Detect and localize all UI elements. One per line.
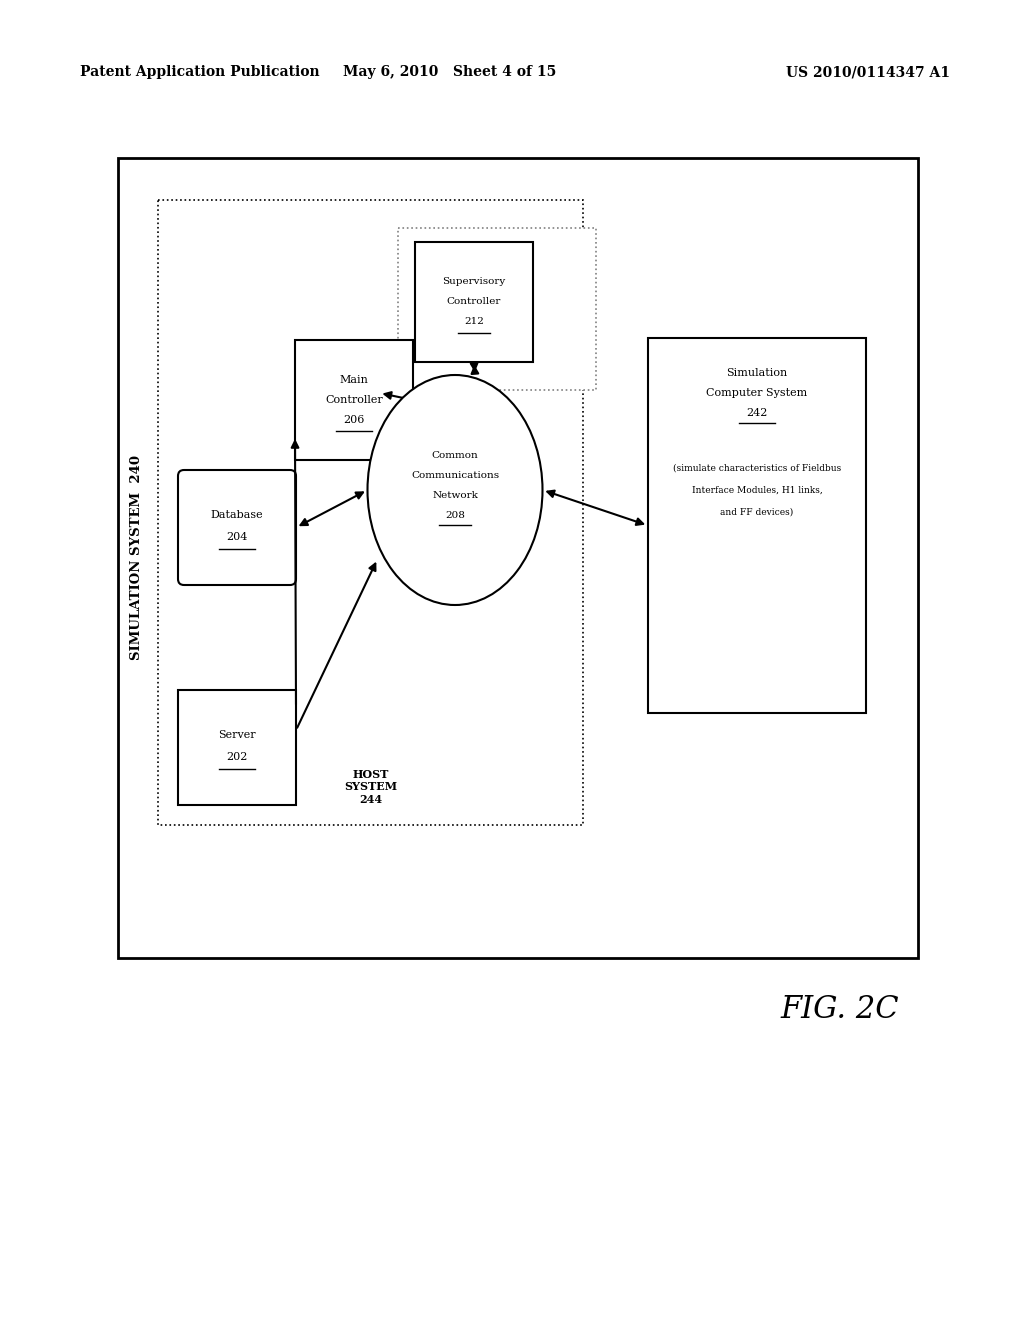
Text: Communications: Communications: [411, 470, 499, 479]
Text: Computer System: Computer System: [707, 388, 808, 399]
Text: Network: Network: [432, 491, 478, 499]
Text: 212: 212: [464, 318, 484, 326]
Text: Database: Database: [211, 511, 263, 520]
Text: 202: 202: [226, 752, 248, 763]
Ellipse shape: [368, 375, 543, 605]
Text: 206: 206: [343, 414, 365, 425]
Text: Main: Main: [340, 375, 369, 385]
Text: Controller: Controller: [326, 395, 383, 405]
Text: 242: 242: [746, 408, 768, 418]
Text: FIG. 2C: FIG. 2C: [780, 994, 899, 1026]
Bar: [648, 338, 866, 713]
Bar: [398, 228, 596, 389]
Text: US 2010/0114347 A1: US 2010/0114347 A1: [786, 65, 950, 79]
Text: and FF devices): and FF devices): [720, 507, 794, 516]
FancyBboxPatch shape: [178, 470, 296, 585]
Bar: [178, 690, 296, 805]
Text: Supervisory: Supervisory: [442, 277, 506, 286]
Text: Simulation: Simulation: [726, 368, 787, 378]
Text: Interface Modules, H1 links,: Interface Modules, H1 links,: [691, 486, 822, 495]
Bar: [118, 158, 918, 958]
Bar: [415, 242, 534, 362]
Bar: [158, 201, 583, 825]
Text: Controller: Controller: [446, 297, 501, 306]
Text: HOST
SYSTEM
244: HOST SYSTEM 244: [344, 768, 397, 805]
Text: Patent Application Publication: Patent Application Publication: [80, 65, 319, 79]
Text: (simulate characteristics of Fieldbus: (simulate characteristics of Fieldbus: [673, 463, 841, 473]
Text: 204: 204: [226, 532, 248, 543]
Bar: [295, 341, 413, 459]
Text: SIMULATION SYSTEM  240: SIMULATION SYSTEM 240: [129, 455, 142, 660]
Text: 208: 208: [445, 511, 465, 520]
Text: Server: Server: [218, 730, 256, 741]
Text: Common: Common: [432, 450, 478, 459]
Text: May 6, 2010   Sheet 4 of 15: May 6, 2010 Sheet 4 of 15: [343, 65, 557, 79]
